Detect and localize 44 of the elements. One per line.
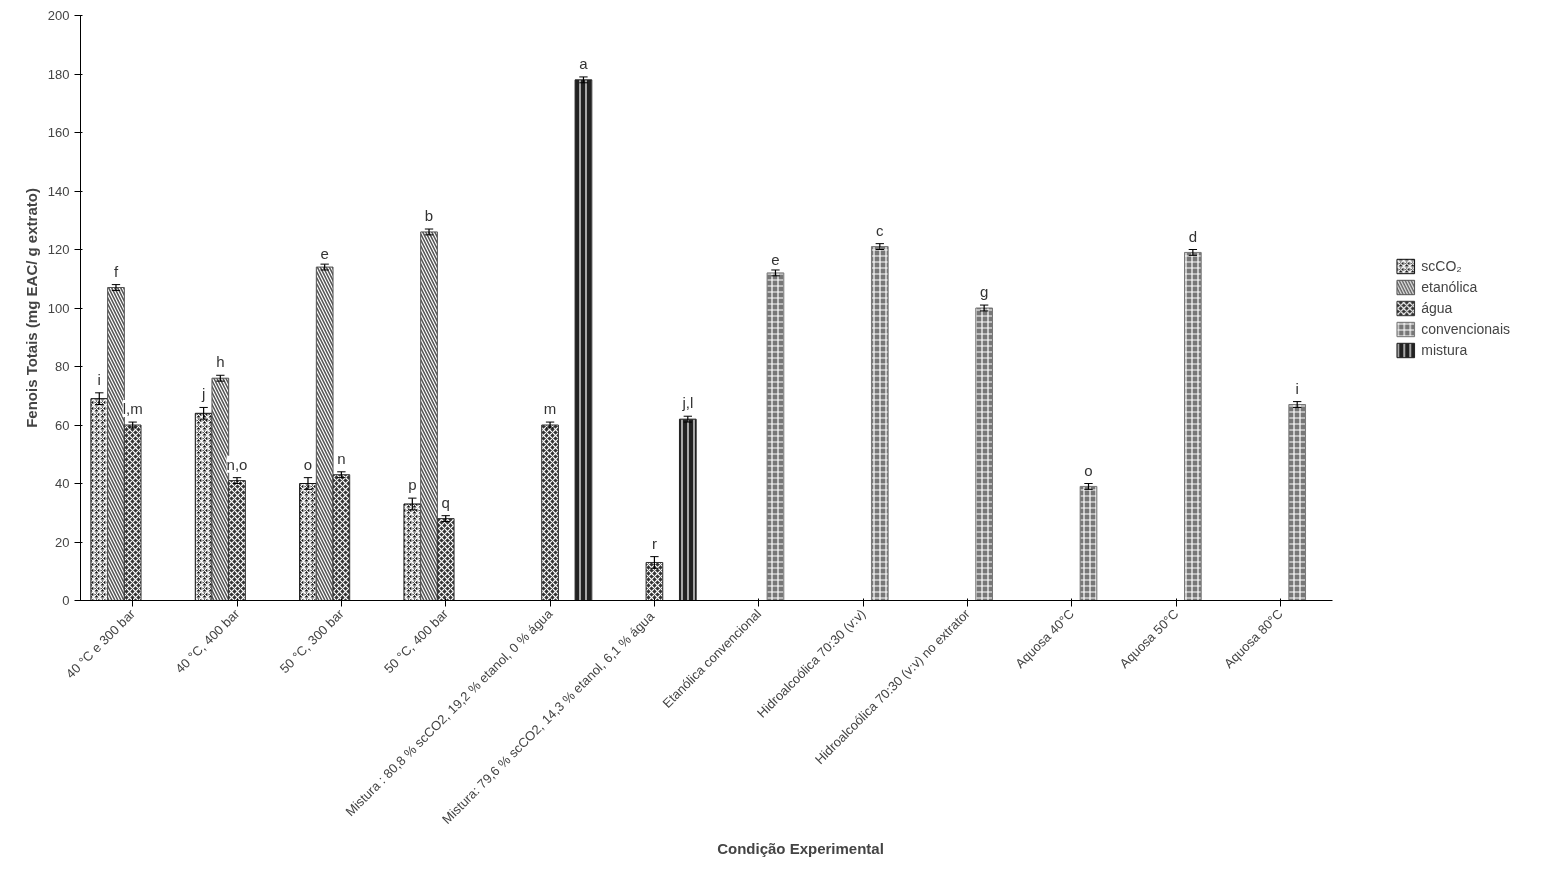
y-tick-label: 60 [55, 417, 70, 433]
data-label: o [1084, 461, 1093, 479]
y-tick-label: 160 [47, 125, 70, 140]
data-label: c [876, 221, 885, 239]
y-tick-label: 140 [47, 183, 70, 199]
y-tick-label: 80 [55, 359, 70, 374]
x-tick-label: 40 °C e 300 bar [62, 605, 139, 682]
data-label: e [771, 250, 780, 268]
y-tick-label: 200 [47, 8, 70, 23]
data-label: j,l [681, 394, 694, 412]
x-tick-label: 40 °C, 400 bar [172, 605, 243, 677]
data-label: h [216, 353, 225, 371]
legend-label: etanólica [1421, 278, 1478, 295]
y-tick-label: 100 [47, 300, 70, 316]
data-label: p [408, 476, 417, 494]
data-label: r [651, 534, 657, 552]
data-label: n,o [226, 455, 248, 473]
data-label: o [303, 455, 313, 473]
legend-label: convencionais [1421, 320, 1510, 337]
data-label: i [1295, 379, 1299, 397]
data-label: m [543, 400, 557, 418]
x-tick-label: 50 °C, 400 bar [381, 605, 452, 677]
y-axis-title: Fenois Totais (mg EAC/ g extrato) [22, 188, 40, 428]
x-tick-label: 50 °C, 300 bar [276, 605, 348, 677]
y-tick-label: 120 [47, 242, 70, 257]
y-tick-label: 0 [62, 593, 70, 608]
x-axis-title: Condição Experimental [717, 840, 884, 858]
data-label: a [579, 54, 589, 72]
y-tick-label: 180 [47, 66, 70, 82]
data-label: e [320, 245, 329, 263]
legend-label: mistura [1421, 341, 1468, 358]
legend-label: água [1421, 299, 1453, 316]
data-label: b [424, 207, 434, 225]
data-label: i [97, 370, 101, 388]
data-label: d [1188, 227, 1198, 245]
legend-label: scCO₂ [1421, 257, 1462, 274]
data-label: q [441, 493, 450, 511]
data-label: f [113, 262, 119, 280]
data-label: l,m [122, 400, 143, 418]
data-label: n [337, 449, 346, 467]
y-tick-label: 40 [55, 476, 70, 491]
y-tick-label: 20 [55, 534, 70, 550]
data-label: g [979, 283, 989, 301]
data-label: j [200, 385, 206, 403]
